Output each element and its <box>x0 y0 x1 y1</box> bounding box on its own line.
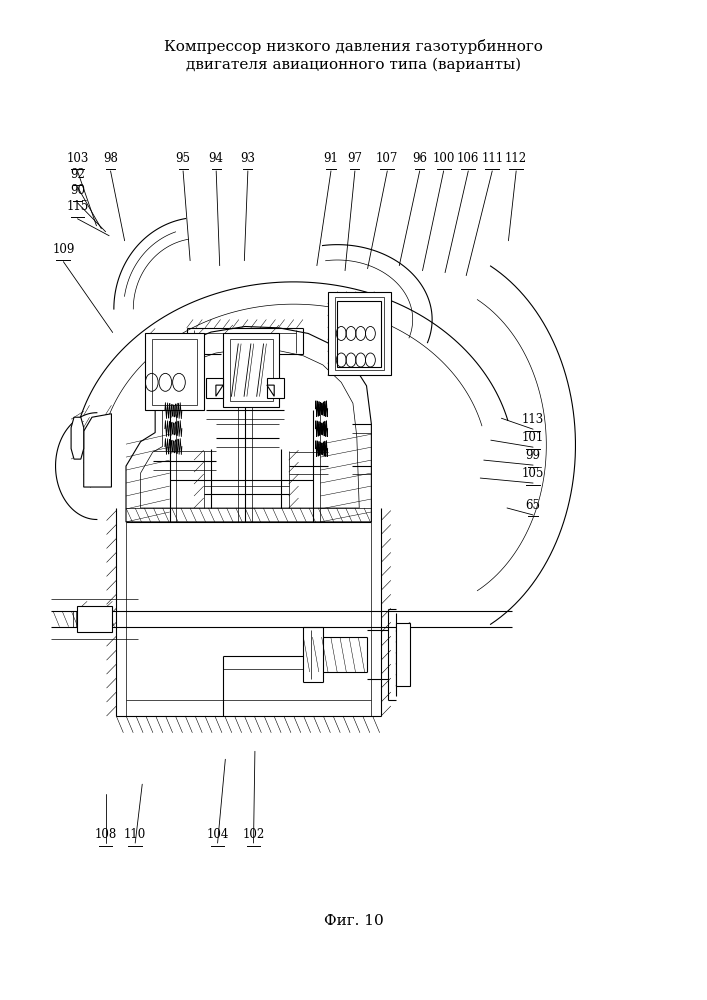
Text: 110: 110 <box>124 828 146 841</box>
Polygon shape <box>71 417 83 459</box>
Bar <box>396 623 410 686</box>
Text: 94: 94 <box>209 152 223 165</box>
Text: 107: 107 <box>376 152 399 165</box>
Text: 104: 104 <box>206 828 229 841</box>
Text: двигателя авиационного типа (варианты): двигателя авиационного типа (варианты) <box>186 58 521 72</box>
Text: 101: 101 <box>522 431 544 444</box>
Text: 108: 108 <box>95 828 117 841</box>
Text: 115: 115 <box>66 200 88 213</box>
Text: 100: 100 <box>433 152 455 165</box>
Text: 102: 102 <box>243 828 264 841</box>
Text: 97: 97 <box>347 152 363 165</box>
Bar <box>327 292 391 375</box>
Bar <box>335 297 383 370</box>
Text: 103: 103 <box>66 152 88 165</box>
Text: 106: 106 <box>457 152 479 165</box>
Text: 90: 90 <box>70 184 85 197</box>
Text: 99: 99 <box>525 449 541 462</box>
Text: 113: 113 <box>522 413 544 426</box>
Text: Компрессор низкого давления газотурбинного: Компрессор низкого давления газотурбинно… <box>164 39 543 54</box>
Text: 95: 95 <box>175 152 191 165</box>
Text: 91: 91 <box>324 152 339 165</box>
Text: Фиг. 10: Фиг. 10 <box>324 914 383 928</box>
Bar <box>267 378 284 398</box>
Polygon shape <box>267 385 274 396</box>
Bar <box>77 606 112 632</box>
Bar <box>230 339 273 401</box>
Bar <box>146 333 204 410</box>
Text: 96: 96 <box>412 152 427 165</box>
Bar <box>223 333 279 407</box>
Polygon shape <box>83 414 112 487</box>
Polygon shape <box>126 326 371 522</box>
Text: 111: 111 <box>481 152 503 165</box>
Text: 105: 105 <box>522 467 544 480</box>
Text: 112: 112 <box>505 152 527 165</box>
Polygon shape <box>216 385 223 396</box>
Text: 109: 109 <box>52 243 74 256</box>
Bar <box>152 339 197 405</box>
Text: 92: 92 <box>70 168 85 181</box>
Text: 93: 93 <box>240 152 255 165</box>
Bar <box>206 378 223 398</box>
Text: 65: 65 <box>525 499 541 512</box>
Text: 98: 98 <box>103 152 118 165</box>
Bar <box>337 301 381 367</box>
